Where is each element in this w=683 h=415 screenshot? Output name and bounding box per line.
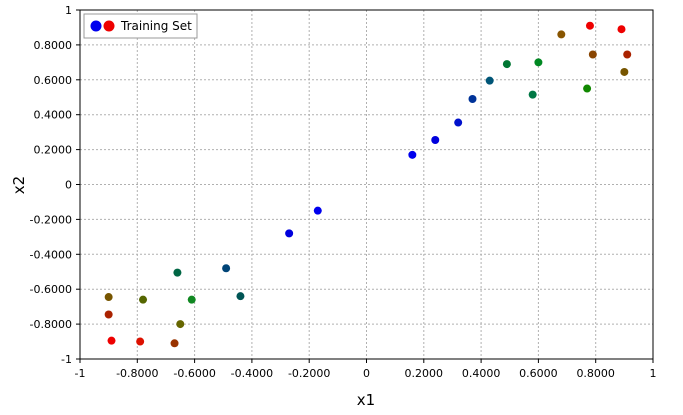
x-tick-label: 0: [363, 367, 370, 380]
data-point: [454, 118, 463, 127]
data-point: [187, 295, 196, 304]
x-tick-label: 1: [650, 367, 657, 380]
y-axis-label: x2: [10, 176, 28, 194]
data-point: [408, 150, 417, 159]
x-tick-label: -0.4000: [231, 367, 273, 380]
data-point: [534, 58, 543, 67]
data-point: [136, 337, 145, 346]
data-point: [617, 25, 626, 34]
data-point: [107, 336, 116, 345]
data-point: [176, 320, 185, 329]
data-point: [502, 60, 511, 69]
axis-ticks: -1 -0.8000 -0.6000 -0.4000 -0.2000 0 0.2000 0.4…: [30, 4, 657, 380]
data-point: [623, 50, 632, 59]
x-tick-label: -0.2000: [288, 367, 330, 380]
x-axis-label: x1: [357, 391, 375, 409]
x-tick-label: -0.8000: [116, 367, 158, 380]
grid-lines: [80, 10, 653, 359]
data-point: [431, 136, 440, 145]
data-point: [104, 310, 113, 319]
y-tick-label: 0.6000: [34, 74, 73, 87]
data-point: [104, 293, 113, 302]
data-point: [170, 339, 179, 348]
x-tick-label: -0.6000: [173, 367, 215, 380]
data-point: [583, 84, 592, 93]
x-tick-label: -1: [75, 367, 86, 380]
data-point: [557, 30, 566, 39]
y-tick-label: 0.4000: [34, 109, 73, 122]
data-point: [173, 268, 182, 277]
data-point: [222, 264, 231, 273]
data-point: [528, 90, 537, 99]
y-tick-label: 0.2000: [34, 144, 73, 157]
data-point: [620, 67, 629, 76]
data-point: [588, 50, 597, 59]
y-tick-label: 0.8000: [34, 39, 73, 52]
data-point: [468, 94, 477, 103]
legend-label: Training Set: [120, 19, 192, 33]
x-tick-label: 0.2000: [405, 367, 444, 380]
y-tick-label: 0: [65, 179, 72, 192]
y-tick-label: -0.6000: [30, 283, 72, 296]
y-tick-label: -0.8000: [30, 318, 72, 331]
data-point: [485, 76, 494, 85]
x-tick-label: 0.8000: [576, 367, 615, 380]
y-tick-label: -0.4000: [30, 248, 72, 261]
data-point: [236, 292, 245, 301]
legend-marker-blue: [90, 20, 102, 32]
data-point: [285, 229, 294, 238]
y-tick-label: -1: [61, 353, 72, 366]
data-points: [104, 21, 632, 348]
data-point: [313, 206, 322, 215]
x-tick-label: 0.6000: [519, 367, 558, 380]
x-tick-label: 0.4000: [462, 367, 501, 380]
y-tick-label: 1: [65, 4, 72, 17]
legend-box: [83, 13, 198, 39]
y-tick-label: -0.2000: [30, 213, 72, 226]
legend: Training Set: [83, 13, 198, 39]
legend-marker-red: [103, 20, 115, 32]
data-point: [585, 21, 594, 30]
data-point: [139, 295, 148, 304]
